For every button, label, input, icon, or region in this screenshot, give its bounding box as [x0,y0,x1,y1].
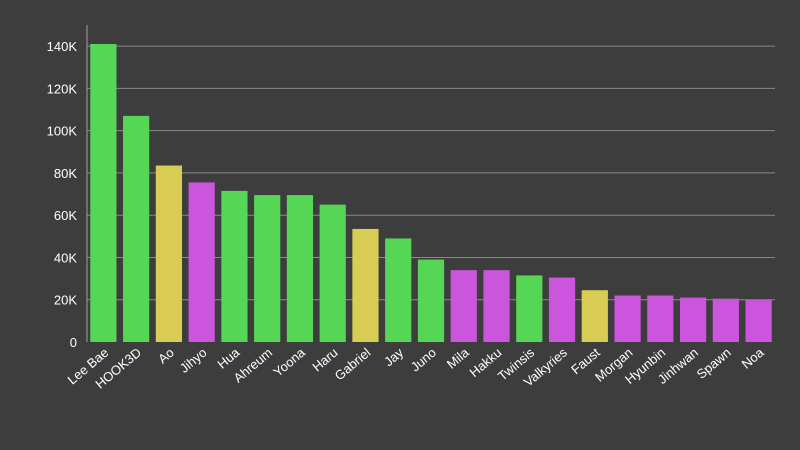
y-tick-label: 120K [47,81,78,96]
bar-layer [90,44,772,343]
bar[interactable] [90,44,117,343]
bar[interactable] [123,115,150,342]
bar[interactable] [155,165,183,342]
bar[interactable] [516,275,543,342]
y-tick-label: 80K [54,166,77,181]
bar[interactable] [581,290,608,342]
y-tick-label: 20K [54,293,77,308]
bar[interactable] [614,295,641,342]
x-tick-label: Noa [739,344,768,371]
bar[interactable] [188,182,215,342]
bar[interactable] [385,238,412,342]
bar[interactable] [286,195,314,342]
y-tick-label: 60K [54,208,77,223]
bar[interactable] [417,259,445,342]
y-tick-label: 140K [47,39,78,54]
y-tick-label: 100K [47,124,78,139]
x-tick-label: Jay [381,344,407,369]
bar[interactable] [319,204,346,342]
x-tick-label: Yoona [270,344,308,379]
x-tick-label: Juno [408,345,439,375]
bar[interactable] [745,299,772,342]
bar[interactable] [450,270,477,342]
bar[interactable] [254,195,281,342]
bar[interactable] [221,190,248,342]
y-tick-label: 0 [70,335,77,350]
x-tick-label: Spawn [694,345,734,382]
bar[interactable] [712,298,739,342]
bar[interactable] [679,297,707,342]
bar[interactable] [548,277,576,342]
bar[interactable] [647,295,674,342]
bar[interactable] [483,270,510,342]
x-tick-label: Gabriel [332,345,374,384]
bar[interactable] [352,228,379,342]
y-tick-label: 40K [54,250,77,265]
x-tick-label: Ao [155,345,177,367]
x-tick-label: Jihyo [177,345,210,376]
